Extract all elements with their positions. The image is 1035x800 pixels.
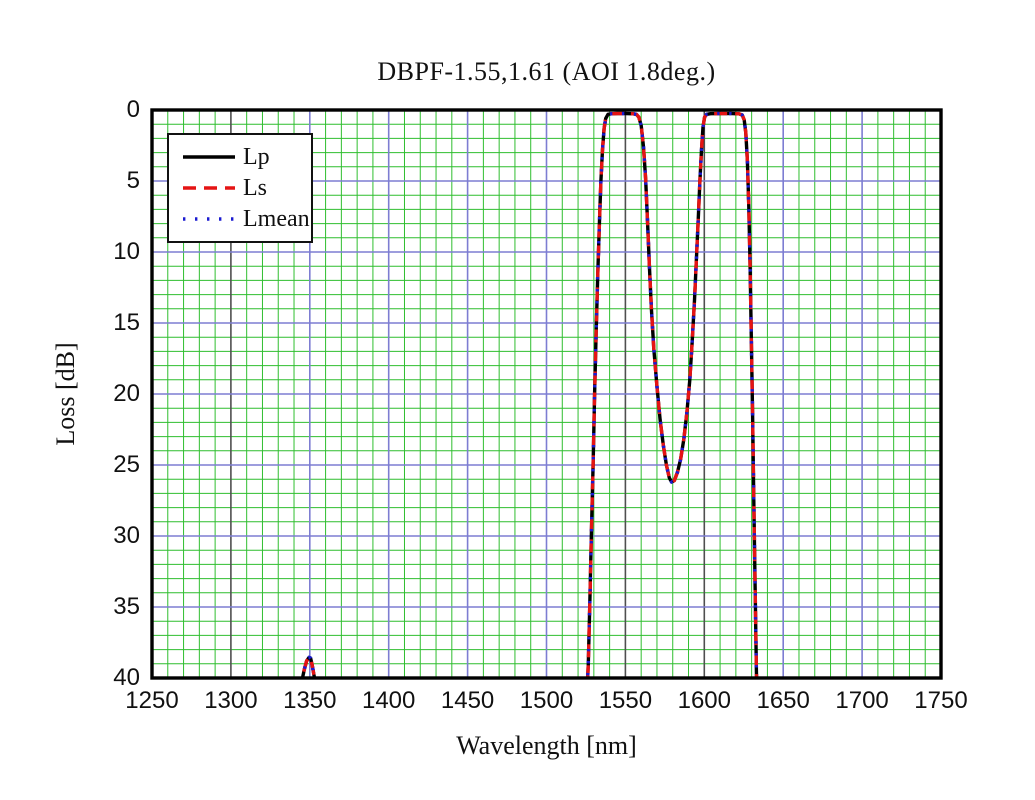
y-tick-label: 25: [113, 451, 140, 478]
x-tick-label: 1700: [835, 687, 889, 714]
lmean-line-sample-icon: [183, 217, 235, 222]
legend-item-lp: Lp: [182, 145, 311, 169]
x-tick-label: 1650: [756, 687, 810, 714]
x-tick-label: 1250: [125, 687, 179, 714]
chart-title: DBPF-1.55,1.61 (AOI 1.8deg.): [377, 57, 716, 86]
legend: Lp Ls Lmean: [167, 133, 313, 243]
y-tick-label: 5: [126, 167, 140, 194]
y-tick-label: 0: [126, 96, 140, 123]
x-tick-label: 1450: [440, 687, 495, 714]
y-tick-label: 30: [113, 522, 140, 549]
x-tick-label: 1600: [677, 687, 731, 714]
legend-label: Lp: [243, 143, 270, 170]
x-tick-label: 1550: [598, 687, 653, 714]
y-tick-label: 10: [113, 238, 140, 265]
y-tick-label: 20: [113, 380, 140, 407]
legend-item-ls: Ls: [182, 176, 311, 200]
y-tick-label: 40: [113, 664, 140, 691]
y-tick-label: 15: [113, 309, 140, 336]
x-tick-label: 1300: [204, 687, 258, 714]
x-tick-label: 1350: [283, 687, 337, 714]
x-tick-label: 1750: [914, 687, 968, 714]
x-tick-label: 1400: [361, 687, 416, 714]
x-axis-title: Wavelength [nm]: [456, 731, 637, 760]
y-tick-label: 35: [113, 593, 140, 620]
x-tick-label: 1500: [519, 687, 574, 714]
legend-label: Ls: [243, 174, 267, 201]
legend-item-lmean: Lmean: [182, 207, 311, 231]
ls-line-sample-icon: [183, 186, 235, 190]
legend-label: Lmean: [243, 206, 310, 233]
lp-line-sample-icon: [183, 154, 235, 159]
